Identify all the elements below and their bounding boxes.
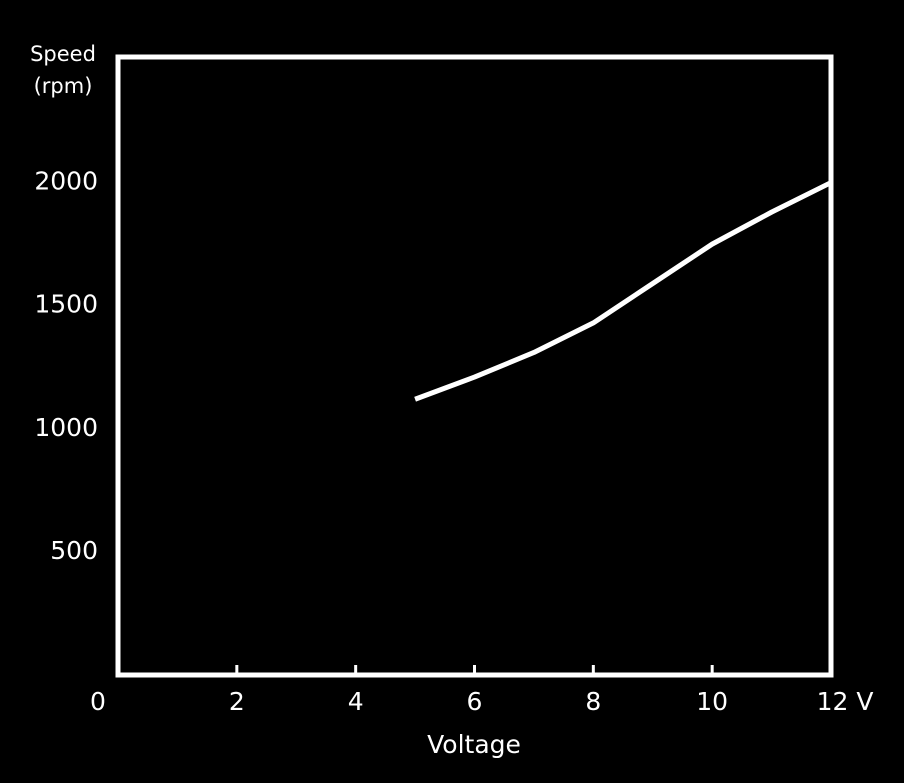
y-axis-label: Speed (rpm) xyxy=(30,42,96,98)
x-tick-label: 4 xyxy=(348,687,364,716)
x-tick-label: 8 xyxy=(585,687,601,716)
x-tick-label: 6 xyxy=(467,687,483,716)
x-tick-label: 10 xyxy=(696,687,728,716)
x-tick-label: 0 xyxy=(90,687,106,716)
x-tick-label: 12 V xyxy=(817,687,874,716)
y-tick-label: 2000 xyxy=(34,167,98,196)
y-tick-label: 1500 xyxy=(34,290,98,319)
x-axis-label: Voltage xyxy=(427,730,521,759)
y-tick-label: 1000 xyxy=(34,413,98,442)
y-tick-label: 500 xyxy=(50,536,98,565)
data-line xyxy=(414,180,833,402)
plot-frame xyxy=(115,54,834,678)
x-tick-label: 2 xyxy=(229,687,245,716)
